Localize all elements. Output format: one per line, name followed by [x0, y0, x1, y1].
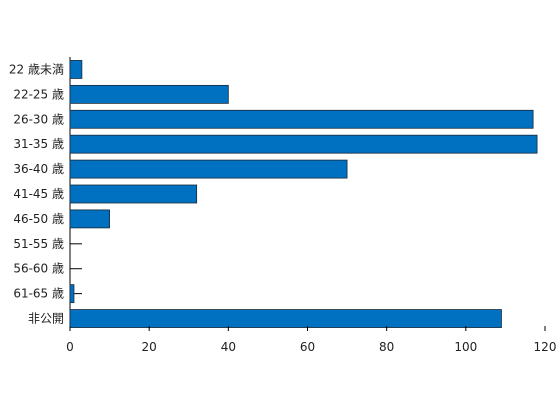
category-label-1: 22-25 歳: [13, 87, 64, 101]
category-label-5: 41-45 歳: [13, 187, 64, 201]
bar-3: [69, 134, 538, 154]
bar-10: [69, 309, 502, 328]
bar-0: [69, 60, 83, 79]
x-tick-label-6: 120: [534, 340, 557, 354]
x-tick-label-3: 60: [300, 340, 315, 354]
bar-9: [69, 284, 75, 304]
category-labels: 22 歳未満 22-25 歳 26-30 歳 31-35 歳 36-40 歳 41-45 …: [9, 62, 64, 325]
category-label-3: 31-35 歳: [13, 137, 64, 151]
x-tick-label-4: 80: [379, 340, 394, 354]
category-label-7: 51-55 歳: [13, 237, 64, 251]
category-label-9: 61-65 歳: [13, 287, 64, 301]
category-label-10: 非公開: [28, 312, 64, 326]
x-tick-label-1: 20: [142, 340, 157, 354]
category-label-0: 22 歳未満: [9, 62, 64, 76]
category-label-8: 56-60 歳: [13, 262, 64, 276]
x-tick-label-0: 0: [66, 340, 74, 354]
bar-2: [69, 109, 534, 129]
bar-5: [69, 184, 198, 204]
bar-6: [69, 209, 110, 229]
bar-1: [69, 84, 229, 104]
x-axis-ticks: 0 20 40 60 80 100 120: [66, 326, 556, 354]
category-label-4: 36-40 歳: [13, 162, 64, 176]
bar-4: [69, 159, 348, 179]
chart-bars: [69, 60, 538, 328]
x-tick-label-2: 40: [221, 340, 236, 354]
x-tick-label-5: 100: [454, 340, 477, 354]
category-label-2: 26-30 歳: [13, 112, 64, 126]
category-label-6: 46-50 歳: [13, 212, 64, 226]
